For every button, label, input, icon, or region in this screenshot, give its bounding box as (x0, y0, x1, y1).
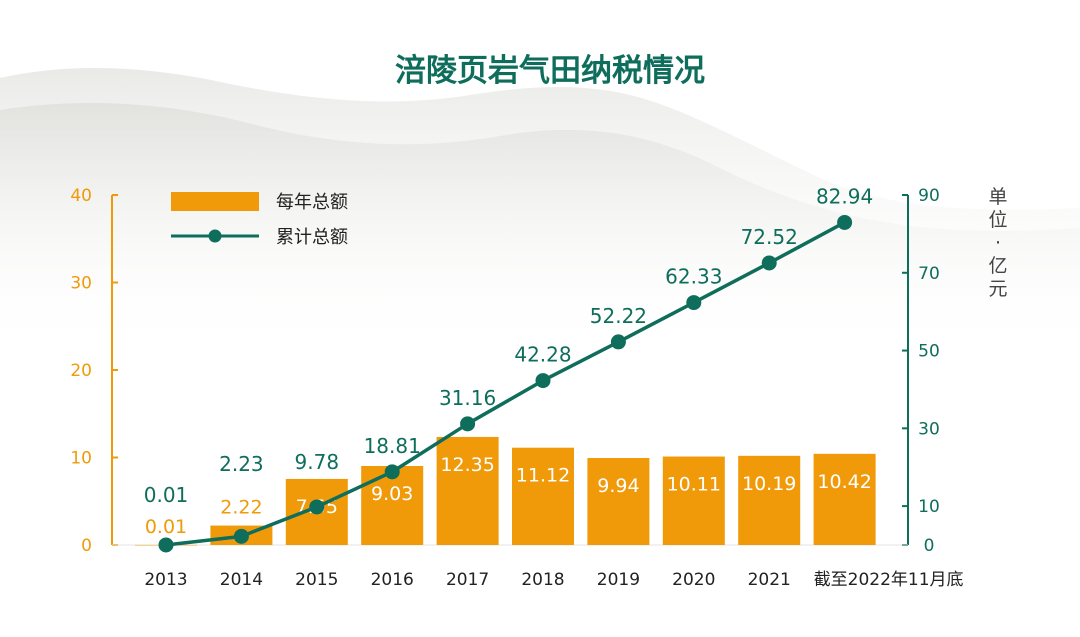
line-value-label: 52.22 (590, 304, 647, 328)
right-tick-label: 0 (924, 536, 935, 556)
category-label: 2019 (597, 570, 640, 590)
legend-bar-label: 每年总额 (276, 192, 348, 213)
bar-value-label: 0.01 (145, 516, 187, 538)
category-label: 2015 (295, 570, 338, 590)
line-point (233, 528, 249, 544)
line-value-label: 18.81 (364, 434, 421, 458)
line-point (158, 537, 174, 553)
line-value-label: 62.33 (665, 265, 722, 289)
category-label: 2021 (748, 570, 791, 590)
line-point (610, 334, 626, 350)
bar-value-label: 2.22 (220, 497, 262, 519)
line-point (761, 255, 777, 271)
category-label: 2018 (521, 570, 564, 590)
left-tick-label: 40 (70, 186, 92, 206)
bar-value-label: 10.11 (667, 474, 721, 496)
category-label: 2017 (446, 570, 489, 590)
line-value-label: 42.28 (514, 343, 571, 367)
line-value-label: 9.78 (295, 450, 340, 474)
left-tick-label: 30 (70, 274, 92, 294)
left-tick-label: 0 (81, 536, 92, 556)
line-point (309, 499, 325, 515)
bar (662, 456, 725, 545)
line-value-label: 31.16 (439, 386, 496, 410)
bar (738, 455, 801, 545)
category-label: 2014 (220, 570, 263, 590)
line-point (686, 295, 702, 311)
line-value-label: 82.94 (816, 184, 873, 208)
category-label: 2013 (144, 570, 187, 590)
bar-value-label: 9.94 (597, 475, 639, 497)
bar-value-label: 9.03 (371, 483, 413, 505)
line-value-labels: 0.01 2.23 9.78 18.81 31.16 42.28 52.22 62.33 72.… (144, 184, 873, 507)
left-tick-label: 20 (70, 361, 92, 381)
right-tick-label: 10 (918, 497, 940, 517)
bar-value-label: 10.42 (817, 471, 871, 493)
line-value-label: 2.23 (219, 452, 264, 476)
left-tick-label: 10 (70, 449, 92, 469)
bar (587, 458, 650, 545)
line-path (165, 220, 846, 547)
category-labels: 2013 2014 2015 2016 2017 2018 2019 2020 2021 截至20… (144, 570, 963, 590)
right-tick-label: 50 (918, 342, 940, 362)
right-tick-label: 30 (918, 419, 940, 439)
right-tick-label: 90 (918, 186, 940, 206)
bar-value-label: 10.19 (742, 473, 796, 495)
line-series (158, 214, 853, 553)
right-y-axis: 0 10 30 50 70 90 (902, 186, 940, 556)
category-label: 2016 (371, 570, 414, 590)
line-point (535, 373, 551, 389)
right-tick-label: 70 (918, 264, 940, 284)
category-label: 2020 (672, 570, 715, 590)
legend-line-marker (208, 229, 222, 243)
line-value-label: 0.01 (144, 483, 189, 507)
unit-label: 单位·亿元 (988, 186, 1007, 300)
category-label: 截至2022年11月底 (814, 570, 964, 590)
chart-title: 涪陵页岩气田纳税情况 (395, 53, 705, 89)
legend-line-label: 累计总额 (276, 227, 348, 248)
bar (436, 436, 499, 545)
line-point (837, 214, 853, 230)
legend-bar-swatch (171, 192, 259, 211)
mountain-background (0, 67, 1080, 360)
line-point (460, 416, 476, 432)
bar-value-label: 12.35 (440, 454, 494, 476)
line-point (384, 464, 400, 480)
bar (512, 447, 574, 545)
line-value-label: 72.52 (741, 225, 798, 249)
bar-value-label: 11.12 (516, 465, 570, 487)
bar (813, 453, 876, 545)
legend: 每年总额 累计总额 (171, 192, 348, 248)
